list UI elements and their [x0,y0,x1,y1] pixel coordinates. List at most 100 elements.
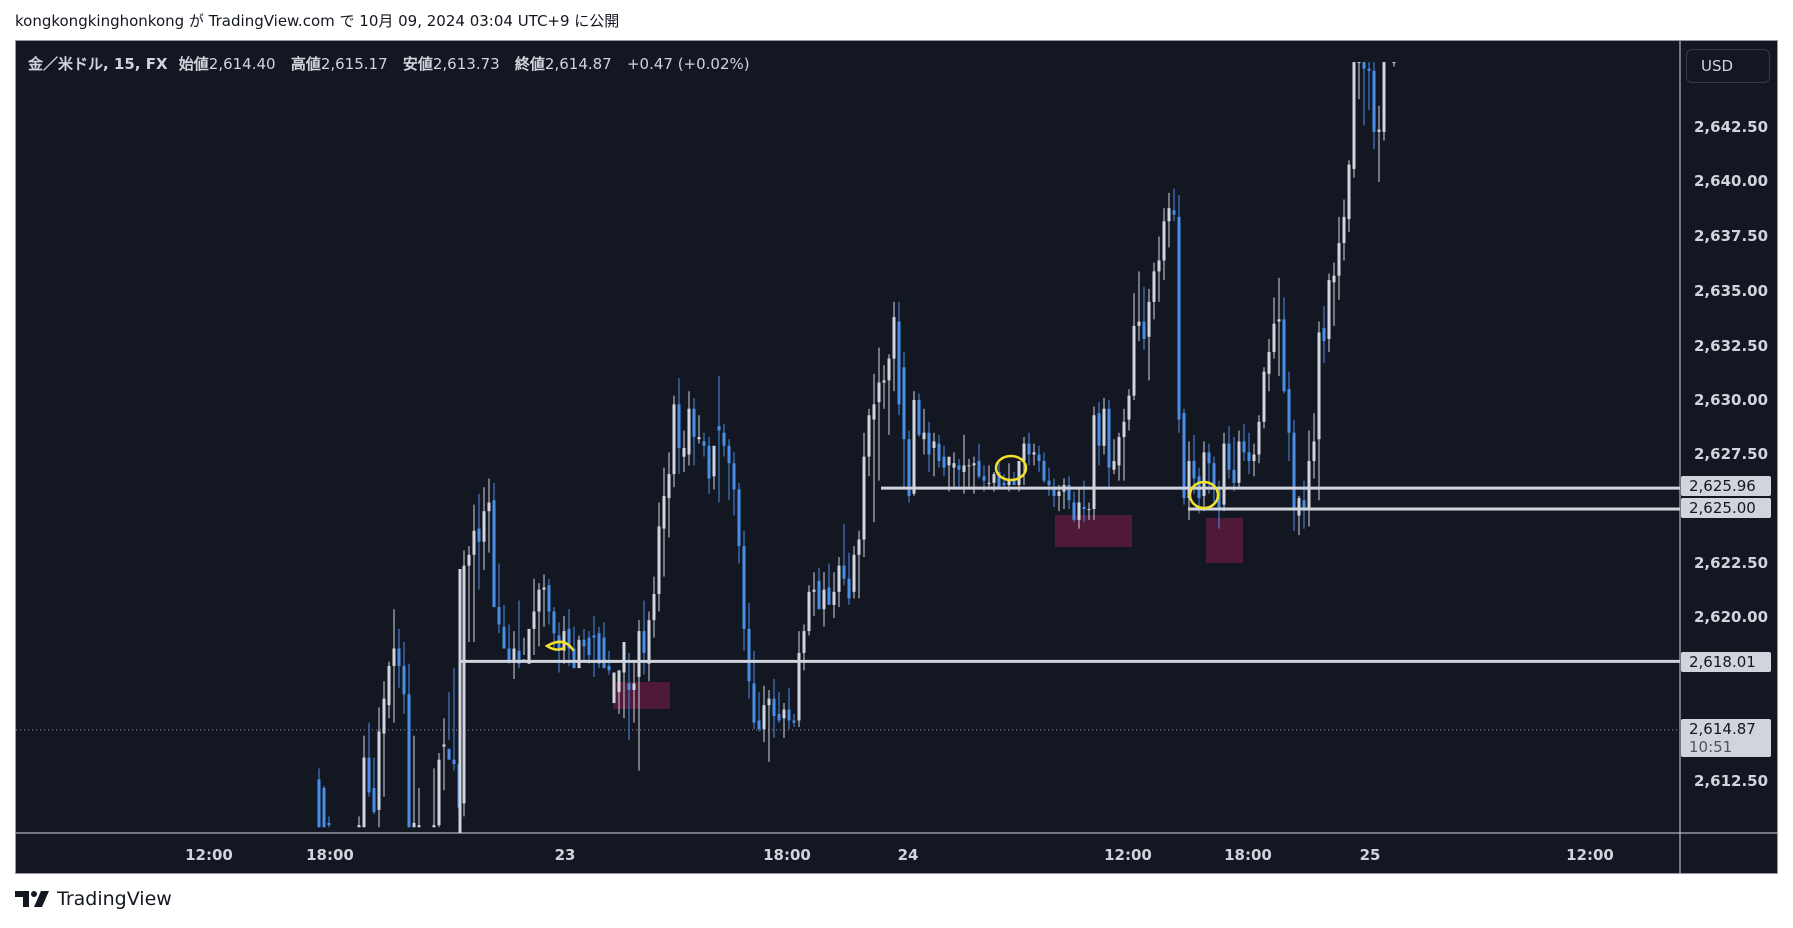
candle-down [587,637,591,656]
candle-up [712,445,716,477]
candle-down [407,694,411,828]
candle-up [1257,421,1261,455]
candle-down [1247,452,1251,462]
candle-up [1297,498,1301,516]
candle-up [687,408,691,455]
price-tag-value: 2,614.87 [1689,720,1756,738]
demand-zone [613,682,670,709]
candle-down [1212,463,1216,490]
candle-up [382,698,386,734]
candle-down [772,698,776,717]
candle-down [757,720,761,730]
candle-up [467,554,471,566]
candle-up [867,415,871,457]
candle-up [992,474,996,483]
candle-up [812,589,816,592]
candle-up [1092,415,1096,509]
candle-up [1077,502,1081,520]
annotation-arc [544,640,575,652]
candle-down [977,461,981,477]
candle-down [1207,452,1211,464]
price-tick-label: 2,640.00 [1694,172,1769,190]
ohlc-legend: 金／米ドル, 15, FX 始値2,614.40 高値2,615.17 安値2,… [28,53,760,74]
candle-down [1027,443,1031,455]
price-tick-label: 2,612.50 [1694,772,1769,790]
countdown-timer: 10:51 [1689,738,1733,756]
price-tick-label: 2,632.50 [1694,337,1769,355]
candle-down [552,611,556,634]
candle-up [947,456,951,466]
candle-down [497,607,501,625]
candle-down [817,580,821,610]
candle-up [767,698,771,706]
candle-down [1182,413,1186,499]
candle-down [707,445,711,479]
price-tag-value: 2,625.00 [1689,499,1756,517]
candle-up [762,705,766,730]
candle-up [697,437,701,440]
time-tick-label: 24 [897,846,919,864]
candle-up [482,511,486,542]
candle-down [702,441,706,446]
candle-up [797,652,801,721]
candle-up [1377,129,1381,132]
candle-up [1327,280,1331,339]
candle-up [892,317,896,359]
candle-down [1002,482,1006,486]
candle-down [737,489,741,547]
currency-button[interactable]: USD [1686,49,1770,83]
chart-container[interactable]: 金／米ドル, 15, FX 始値2,614.40 高値2,615.17 安値2,… [15,40,1779,875]
candle-down [907,439,911,496]
candle-down [582,639,586,647]
time-tick-label: 12:00 [185,846,233,864]
candle-down [1142,321,1146,339]
candle-down [1192,461,1196,479]
candle-up [652,594,656,621]
price-tick-label: 2,642.50 [1694,118,1769,136]
candle-down [787,709,791,721]
candle-up [1187,461,1191,499]
candle-down [1242,441,1246,453]
time-tick-label: 25 [1359,846,1381,864]
candle-up [617,670,621,693]
candle-up [837,565,841,592]
candle-up [1202,452,1206,496]
candle-up [1117,437,1121,466]
tradingview-logo[interactable]: TradingView [15,888,172,910]
open-value: 2,614.40 [208,55,276,73]
symbol-label[interactable]: 金／米ドル, 15, FX [28,55,168,73]
candle-down [957,465,961,470]
low-value: 2,613.73 [432,55,500,73]
candle-down [327,822,331,826]
candle-down [1322,328,1326,342]
candle-up [857,539,861,555]
candle-down [397,648,401,666]
candle-down [1292,432,1296,509]
candle-up [862,456,866,540]
candle-up [822,589,826,610]
candlestick-plot[interactable] [16,41,1779,875]
candle-down [477,528,481,542]
candle-down [1282,319,1286,392]
candle-down [752,683,756,723]
candle-down [602,637,606,669]
candle-down [447,748,451,760]
change-value: +0.47 (+0.02%) [626,55,750,73]
plot-area[interactable] [16,62,1680,833]
low-label: 安値 [402,55,433,73]
time-tick-label: 12:00 [1566,846,1614,864]
candle-down [927,432,931,455]
candle-up [1022,443,1026,462]
time-tick-label: 18:00 [306,846,354,864]
candle-down [492,500,496,608]
candle-up [872,404,876,420]
candle-down [827,587,831,605]
candle-up [972,463,976,466]
candle-down [1227,443,1231,470]
candle-up [362,757,366,828]
candle-up [962,465,966,472]
candle-up [887,358,891,381]
close-value: 2,614.87 [544,55,612,73]
demand-zone [1055,515,1132,547]
price-tag-value: 2,625.96 [1689,477,1756,495]
